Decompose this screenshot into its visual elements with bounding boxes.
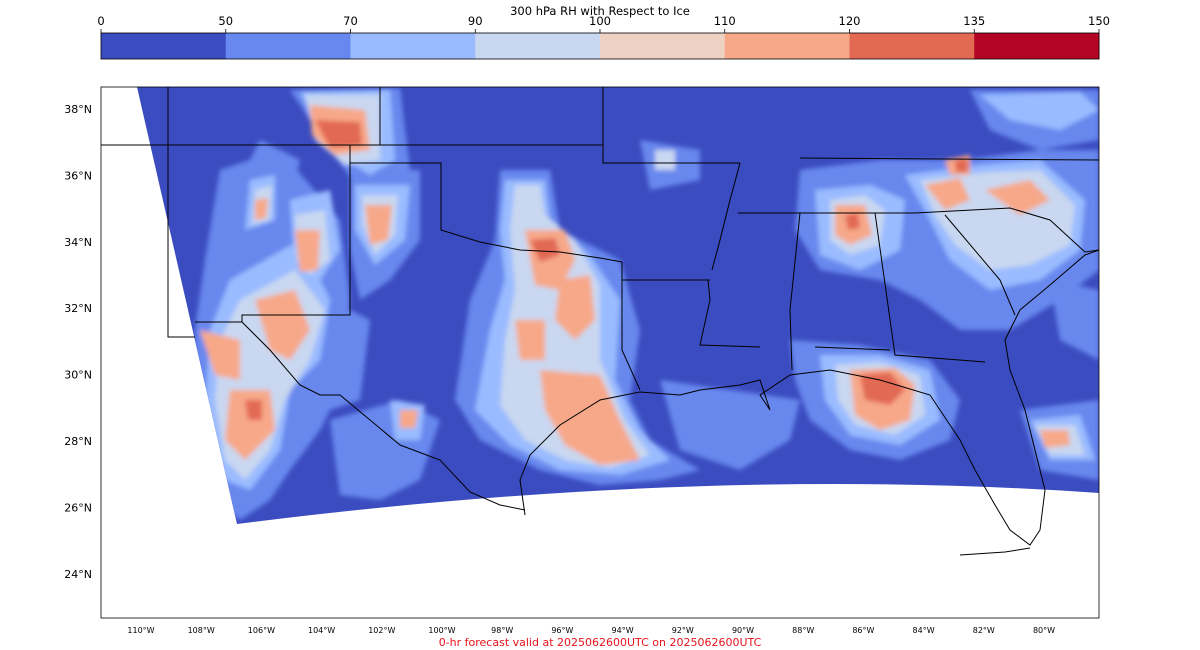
- longitude-label: 80°W: [1033, 626, 1055, 635]
- colorbar-tick-label: 110: [714, 14, 736, 28]
- colorbar-title: 300 hPa RH with Respect to Ice: [510, 4, 690, 18]
- latitude-label: 34°N: [64, 236, 92, 249]
- latitude-label: 26°N: [64, 501, 92, 514]
- colorbar-tick-label: 0: [97, 14, 104, 28]
- latitude-label: 32°N: [64, 302, 92, 315]
- colorbar-tick-label: 135: [963, 14, 985, 28]
- colorbar-tick-label: 90: [468, 14, 483, 28]
- longitude-label: 84°W: [913, 626, 935, 635]
- longitude-label: 86°W: [852, 626, 874, 635]
- longitude-label: 102°W: [368, 626, 395, 635]
- latitude-label: 30°N: [64, 369, 92, 382]
- longitude-label: 110°W: [127, 626, 154, 635]
- colorbar-tick-label: 120: [839, 14, 861, 28]
- latitude-label: 28°N: [64, 435, 92, 448]
- longitude-label: 88°W: [792, 626, 814, 635]
- latitude-label: 24°N: [64, 568, 92, 581]
- latitude-label: 36°N: [64, 169, 92, 182]
- colorbar-tick-label: 50: [218, 14, 233, 28]
- longitude-label: 82°W: [973, 626, 995, 635]
- rh-field: [137, 87, 1099, 524]
- colorbar-segment-3: [475, 33, 601, 59]
- coastline: [519, 249, 1100, 556]
- longitude-label: 90°W: [732, 626, 754, 635]
- colorbar-segment-0: [101, 33, 227, 59]
- colorbar-segment-7: [974, 33, 1100, 59]
- colorbar-tick-label: 100: [589, 14, 611, 28]
- colorbar-segment-4: [600, 33, 726, 59]
- longitude-label: 98°W: [491, 626, 513, 635]
- longitude-label: 106°W: [248, 626, 275, 635]
- longitude-label: 100°W: [428, 626, 455, 635]
- colorbar-segment-6: [849, 33, 975, 59]
- longitude-label: 94°W: [612, 626, 634, 635]
- forecast-valid-text: 0-hr forecast valid at 2025062600UTC on …: [438, 636, 762, 649]
- latitude-label: 38°N: [64, 103, 92, 116]
- colorbar-tick-label: 150: [1088, 14, 1110, 28]
- colorbar: 0 50 70 90 100 110 120 135 150: [97, 14, 1110, 60]
- colorbar-segment-5: [724, 33, 850, 59]
- longitude-label: 108°W: [188, 626, 215, 635]
- colorbar-tick-label: 70: [343, 14, 358, 28]
- longitude-label: 104°W: [308, 626, 335, 635]
- colorbar-segment-2: [350, 33, 476, 59]
- state-borders: [101, 87, 1100, 511]
- colorbar-segment-1: [225, 33, 351, 59]
- longitude-label: 96°W: [551, 626, 573, 635]
- longitude-label: 92°W: [672, 626, 694, 635]
